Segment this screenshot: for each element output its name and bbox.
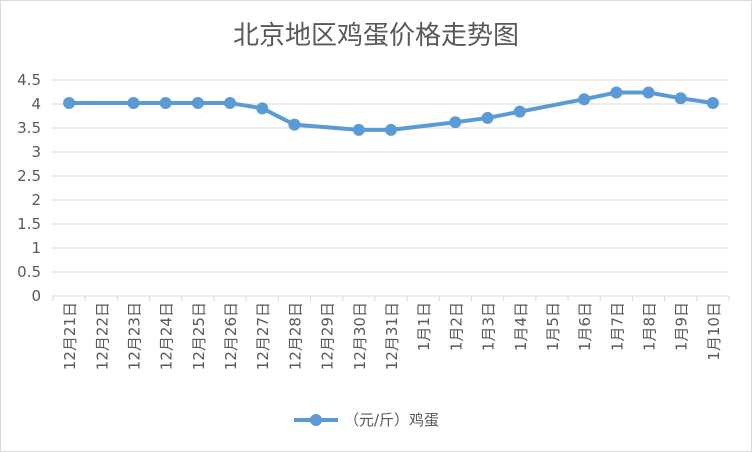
y-tick-label: 3.5	[17, 119, 41, 137]
y-tick-label: 0.5	[17, 263, 41, 281]
data-point	[610, 86, 623, 99]
y-tick-label: 2.5	[17, 167, 41, 185]
data-point	[191, 97, 204, 110]
x-tick-label: 12月29日	[319, 302, 337, 370]
data-point	[159, 97, 172, 110]
data-point	[224, 97, 237, 110]
x-tick-label: 1月6日	[576, 302, 594, 351]
y-tick-label: 4	[31, 95, 41, 113]
x-tick-label: 12月30日	[351, 302, 369, 370]
data-point	[642, 86, 655, 99]
data-point	[256, 102, 269, 115]
x-tick-label: 1月10日	[705, 302, 723, 361]
x-tick-label: 12月25日	[190, 302, 208, 370]
y-tick-label: 3	[31, 143, 41, 161]
x-tick-label: 1月3日	[480, 302, 498, 351]
gridlines	[53, 79, 729, 273]
chart-title: 北京地区鸡蛋价格走势图	[233, 21, 519, 51]
y-tick-label: 1.5	[17, 215, 41, 233]
data-point	[352, 123, 365, 136]
y-tick-label: 2	[31, 191, 41, 209]
x-tick-label: 12月21日	[61, 302, 79, 370]
x-tick-label: 1月8日	[641, 302, 659, 351]
x-tick-label: 1月4日	[512, 302, 530, 351]
legend-marker	[310, 414, 322, 426]
data-point	[63, 97, 76, 110]
data-point	[449, 116, 462, 129]
data-point	[706, 97, 719, 110]
y-axis: 0 0.5 1 1.5 2 2.5 3 3.5 4 4.5	[17, 71, 41, 305]
y-tick-label: 4.5	[17, 71, 41, 89]
x-tick-label: 12月23日	[125, 302, 143, 370]
y-tick-label: 0	[31, 287, 41, 305]
y-tick-label: 1	[31, 239, 41, 257]
x-tick-label: 1月5日	[544, 302, 562, 351]
x-tick-label: 12月27日	[254, 302, 272, 370]
data-point	[127, 97, 140, 110]
legend-label: （元/斤）鸡蛋	[344, 411, 439, 429]
data-point	[288, 118, 301, 131]
data-point	[674, 92, 687, 105]
x-tick-label: 1月1日	[415, 302, 433, 351]
x-axis: 12月21日 12月22日 12月23日 12月24日 12月25日 12月26日 12月2…	[52, 295, 730, 370]
data-point	[481, 111, 494, 124]
x-tick-label: 12月22日	[93, 302, 111, 370]
legend: （元/斤）鸡蛋	[294, 411, 439, 429]
x-tick-label: 1月7日	[608, 302, 626, 351]
x-tick-label: 12月24日	[158, 302, 176, 370]
x-tick-label: 12月31日	[383, 302, 401, 370]
x-tick-label: 1月9日	[673, 302, 691, 351]
data-point	[513, 105, 526, 118]
data-point	[578, 93, 591, 106]
x-tick-label: 12月26日	[222, 302, 240, 370]
x-tick-label: 12月28日	[286, 302, 304, 370]
data-point	[385, 123, 397, 136]
series-layer	[63, 86, 719, 136]
x-tick-label: 1月2日	[447, 302, 465, 351]
